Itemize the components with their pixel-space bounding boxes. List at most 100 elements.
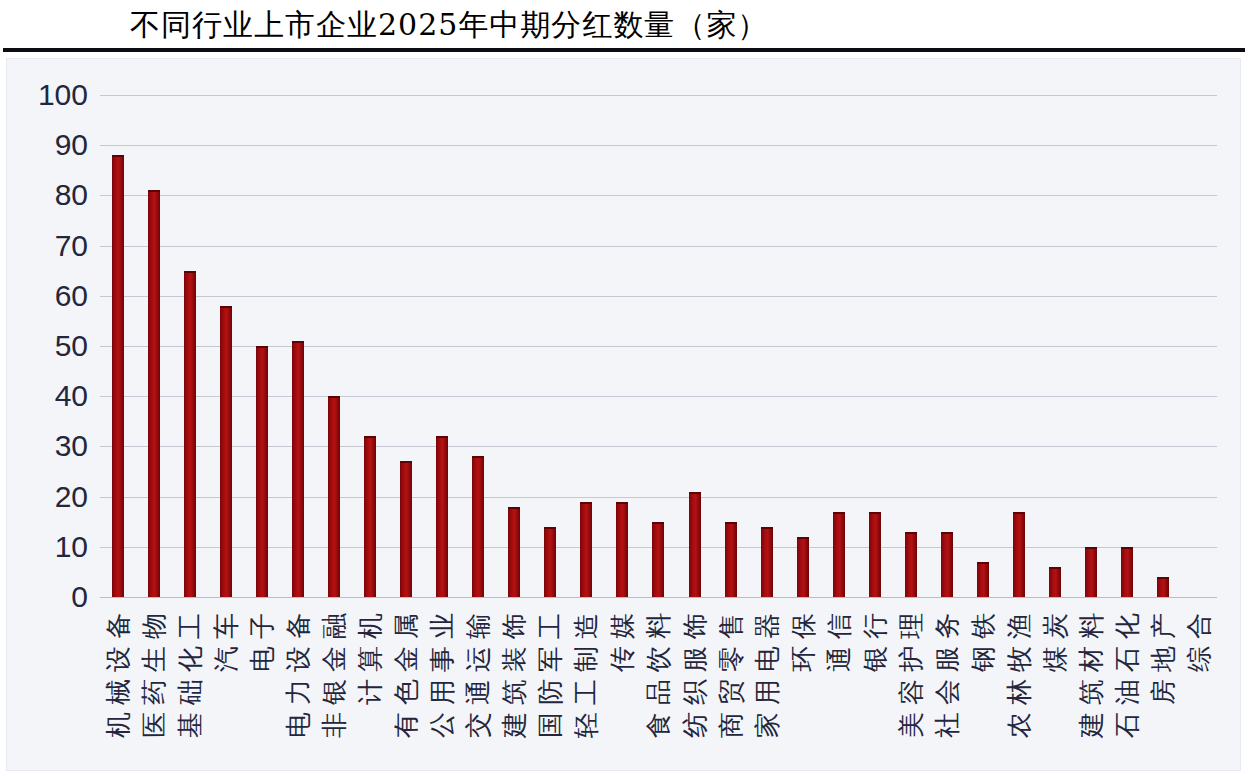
bar: [1013, 512, 1025, 597]
y-tick-label: 70: [0, 231, 88, 261]
bar-slot: [965, 95, 1001, 597]
bar-slot: [929, 95, 965, 597]
bar-slot: [568, 95, 604, 597]
bar-slot: [1037, 95, 1073, 597]
bar: [1085, 547, 1097, 597]
x-tick-label: 钢铁: [968, 606, 998, 672]
x-slot: 传媒: [604, 606, 640, 776]
bar: [292, 341, 304, 597]
x-slot: 食品饮料: [640, 606, 676, 776]
x-tick-label: 煤炭: [1040, 606, 1070, 672]
bar-slot: [713, 95, 749, 597]
x-slot: 有色金属: [388, 606, 424, 776]
bar-slot: [280, 95, 316, 597]
x-slot: 电力设备: [280, 606, 316, 776]
x-tick-label: 电力设备: [283, 606, 313, 738]
bar: [256, 346, 268, 597]
bar-slot: [640, 95, 676, 597]
bar: [220, 306, 232, 597]
bar: [436, 436, 448, 597]
x-tick-label: 社会服务: [932, 606, 962, 738]
y-tick-label: 90: [0, 130, 88, 160]
bar: [544, 527, 556, 597]
x-tick-label: 医药生物: [139, 606, 169, 738]
x-slot: 社会服务: [929, 606, 965, 776]
x-tick-label: 传媒: [607, 606, 637, 672]
x-slot: 建筑装饰: [496, 606, 532, 776]
bar: [184, 271, 196, 597]
bar-slot: [604, 95, 640, 597]
x-tick-label: 美容护理: [896, 606, 926, 738]
bar-slot: [785, 95, 821, 597]
y-tick-label: 30: [0, 431, 88, 461]
x-tick-label: 交通运输: [463, 606, 493, 738]
bar-slot: [172, 95, 208, 597]
bar-slot: [136, 95, 172, 597]
bar-slot: [677, 95, 713, 597]
bar-slot: [460, 95, 496, 597]
x-tick-label: 环保: [788, 606, 818, 672]
bar: [616, 502, 628, 597]
x-slot: 公用事业: [424, 606, 460, 776]
x-slot: 非银金融: [316, 606, 352, 776]
x-slot: 纺织服饰: [677, 606, 713, 776]
bar-slot: [821, 95, 857, 597]
bar: [725, 522, 737, 597]
y-tick-label: 40: [0, 381, 88, 411]
bar: [761, 527, 773, 597]
x-tick-label: 通信: [824, 606, 854, 672]
x-slot: 钢铁: [965, 606, 1001, 776]
y-tick-label: 50: [0, 331, 88, 361]
y-tick-label: 0: [0, 582, 88, 612]
x-tick-label: 有色金属: [391, 606, 421, 738]
bar-slot: [1073, 95, 1109, 597]
x-slot: 银行: [857, 606, 893, 776]
title-underline-rule: [3, 48, 1245, 52]
x-slot: 商贸零售: [713, 606, 749, 776]
x-tick-label: 房地产: [1148, 606, 1178, 705]
x-slot: 医药生物: [136, 606, 172, 776]
bar-slot: [857, 95, 893, 597]
x-tick-label: 计算机: [355, 606, 385, 705]
x-slot: 通信: [821, 606, 857, 776]
x-slot: 机械设备: [100, 606, 136, 776]
x-slot: 石油石化: [1109, 606, 1145, 776]
x-tick-label: 轻工制造: [571, 606, 601, 738]
bar-slot: [1001, 95, 1037, 597]
chart-title: 不同行业上市企业2025年中期分红数量（家）: [130, 5, 768, 45]
bar: [400, 461, 412, 597]
bar: [472, 456, 484, 597]
x-tick-label: 纺织服饰: [680, 606, 710, 738]
x-tick-label: 商贸零售: [716, 606, 746, 738]
x-tick-label: 国防军工: [535, 606, 565, 738]
x-tick-label: 家用电器: [752, 606, 782, 738]
bar: [1049, 567, 1061, 597]
y-tick-label: 20: [0, 482, 88, 512]
bar-slot: [244, 95, 280, 597]
y-tick-label: 100: [0, 80, 88, 110]
x-slot: 国防军工: [532, 606, 568, 776]
bars: [100, 95, 1217, 597]
x-tick-label: 石油石化: [1112, 606, 1142, 738]
bar: [869, 512, 881, 597]
x-slot: 综合: [1181, 606, 1217, 776]
x-tick-label: 食品饮料: [643, 606, 673, 738]
x-slot: 轻工制造: [568, 606, 604, 776]
x-slot: 美容护理: [893, 606, 929, 776]
x-slot: 基础化工: [172, 606, 208, 776]
y-tick-label: 80: [0, 180, 88, 210]
bar-slot: [208, 95, 244, 597]
bar-slot: [388, 95, 424, 597]
bar-slot: [1145, 95, 1181, 597]
bar-slot: [1181, 95, 1217, 597]
bar: [1121, 547, 1133, 597]
bar-slot: [424, 95, 460, 597]
bar-slot: [1109, 95, 1145, 597]
bar: [941, 532, 953, 597]
x-slot: 计算机: [352, 606, 388, 776]
gridline: [100, 597, 1217, 598]
chart-canvas: 不同行业上市企业2025年中期分红数量（家） 01020304050607080…: [0, 0, 1248, 778]
y-tick-label: 60: [0, 281, 88, 311]
bar: [508, 507, 520, 597]
x-slot: 环保: [785, 606, 821, 776]
